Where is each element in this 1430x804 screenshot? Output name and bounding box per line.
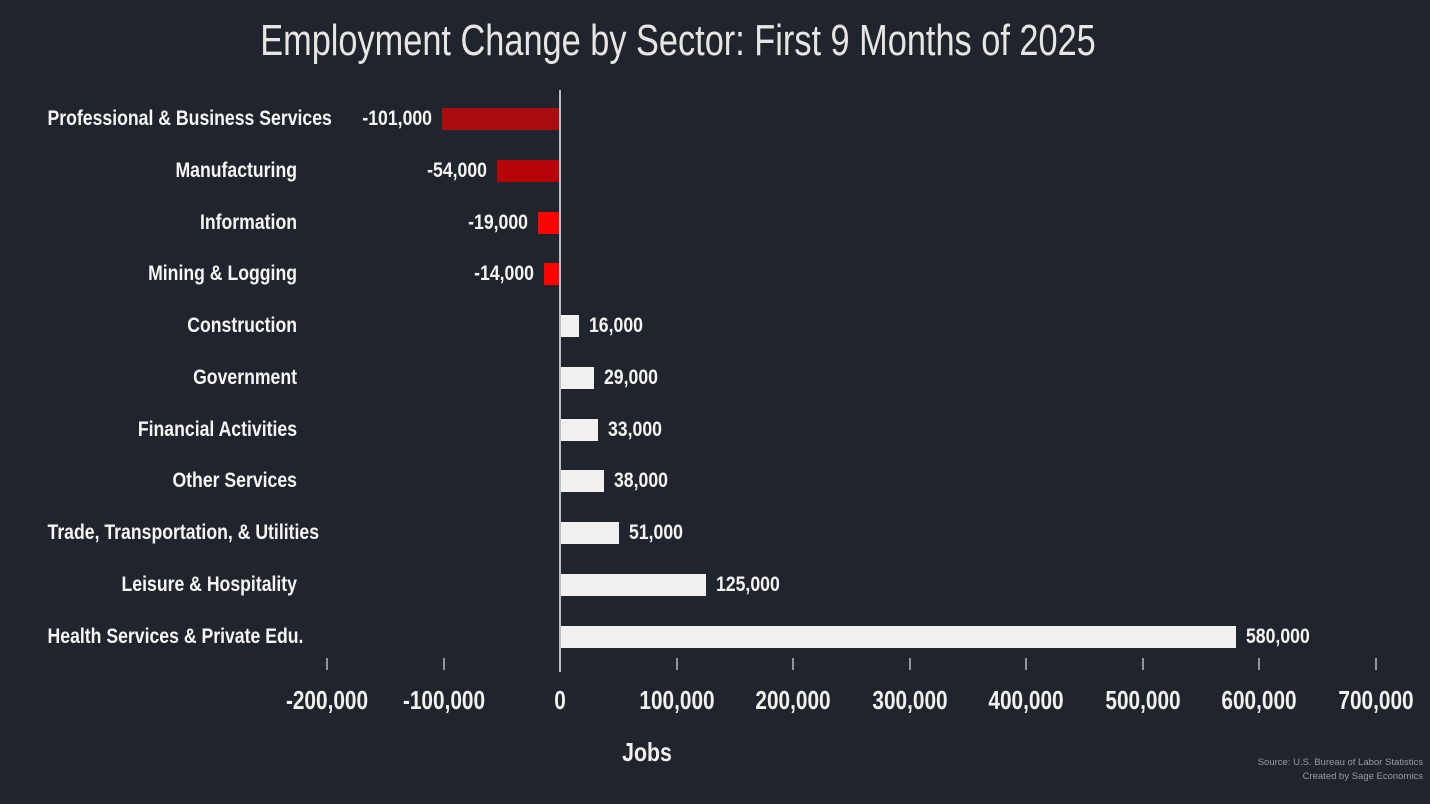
x-axis-tick (442, 658, 445, 670)
value-label: 51,000 (629, 521, 684, 544)
category-label: Mining & Logging (148, 262, 297, 286)
category-label: Construction (187, 314, 297, 337)
value-label: 29,000 (603, 365, 658, 389)
value-label: 580,000 (1245, 624, 1310, 648)
negative-bar (537, 211, 560, 234)
x-axis-tick (1258, 658, 1260, 670)
source-text: Source: U.S. Bureau of Labor Statistics (1257, 757, 1423, 768)
positive-bar (560, 625, 1236, 648)
positive-bar (560, 573, 706, 596)
value-label: -19,000 (468, 210, 528, 234)
value-label: -14,000 (473, 262, 534, 286)
x-axis-tick (1141, 658, 1144, 670)
negative-bar (442, 108, 560, 130)
category-label: Manufacturing (175, 158, 297, 182)
category-label: Health Services & Private Edu. (47, 624, 304, 648)
value-label: -101,000 (362, 107, 433, 130)
x-axis-title: Jobs (622, 737, 672, 767)
value-label: 16,000 (588, 314, 643, 337)
x-axis-tick (792, 658, 794, 670)
value-label: 33,000 (608, 417, 663, 441)
credit-text: Created by Sage Economics (1302, 771, 1423, 782)
category-label: Information (199, 210, 297, 234)
x-axis-tick-label: -200,000 (285, 685, 369, 715)
value-label: -54,000 (427, 158, 488, 182)
x-axis-tick (326, 658, 328, 670)
x-axis-tick-label: 200,000 (755, 685, 831, 715)
x-axis-tick-label: 600,000 (1221, 685, 1297, 715)
category-label: Trade, Transportation, & Utilities (47, 521, 320, 544)
x-axis-tick-label: 300,000 (871, 685, 948, 715)
positive-bar (560, 418, 599, 441)
x-axis-tick-label: 100,000 (638, 685, 715, 715)
category-label: Other Services (172, 469, 297, 493)
negative-bar (497, 159, 560, 182)
value-label: 125,000 (715, 572, 780, 596)
x-axis-tick (675, 658, 678, 670)
x-axis-tick-label: 0 (554, 685, 566, 715)
x-axis-tick-label: 500,000 (1104, 685, 1181, 715)
positive-bar (560, 315, 579, 337)
category-label: Professional & Business Services (47, 107, 332, 130)
x-axis-tick-label: 700,000 (1337, 685, 1414, 715)
positive-bar (560, 366, 594, 389)
category-label: Financial Activities (137, 417, 297, 441)
x-axis-tick (908, 658, 911, 670)
footer-credits: Source: U.S. Bureau of Labor Statistics … (1258, 756, 1423, 784)
value-label: 38,000 (614, 469, 669, 493)
chart-title: Employment Change by Sector: First 9 Mon… (260, 16, 1096, 65)
category-label: Government (193, 365, 297, 389)
x-axis-tick (1374, 658, 1377, 670)
positive-bar (560, 522, 620, 544)
positive-bar (560, 470, 605, 493)
negative-bar (543, 263, 560, 286)
x-axis-tick-label: -100,000 (402, 685, 485, 715)
x-axis-tick (1025, 658, 1027, 670)
x-axis-tick-label: 400,000 (988, 685, 1064, 715)
zero-axis-line (559, 90, 561, 672)
category-label: Leisure & Hospitality (121, 572, 297, 596)
